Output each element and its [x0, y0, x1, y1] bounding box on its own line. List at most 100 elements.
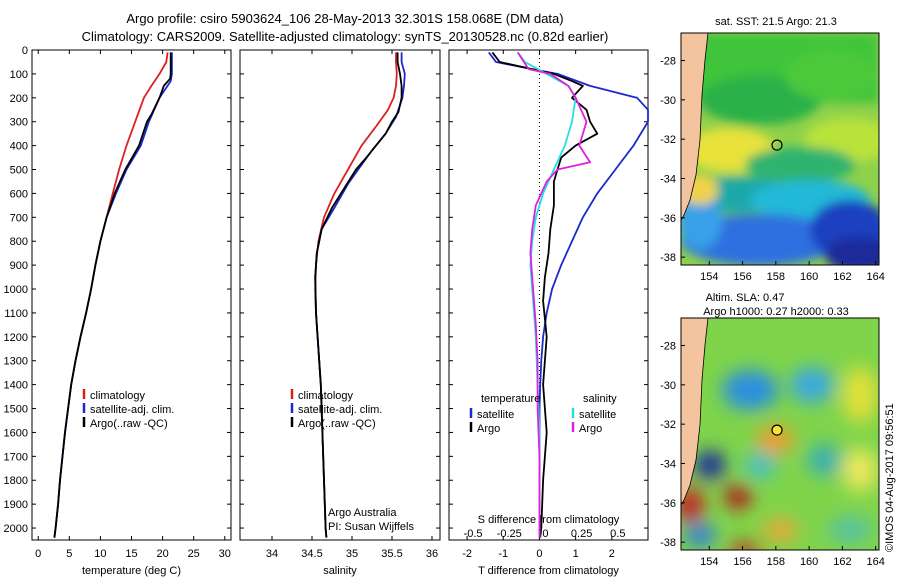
y-tick-label: 1500	[4, 404, 28, 416]
y-tick-label: 1600	[4, 427, 28, 439]
map-x-tick-label: 154	[700, 271, 718, 283]
map-y-tick-label: -36	[660, 213, 676, 225]
series-line	[488, 51, 649, 538]
map-y-tick-label: -34	[660, 173, 676, 185]
x-tick-label: 36	[426, 548, 438, 560]
x-tick-label: -1	[498, 548, 508, 560]
s-tick-label: -0.25	[497, 528, 522, 540]
map-x-tick-label: 162	[833, 556, 851, 568]
legend-label: Argo	[477, 423, 500, 435]
series-line	[516, 51, 591, 538]
y-tick-label: 800	[10, 236, 28, 248]
figure-title-line2: Climatology: CARS2009. Satellite-adjuste…	[82, 29, 609, 44]
map-y-tick-label: -36	[660, 498, 676, 510]
difference-profile-panel: -2 -1 0 1 2 -0.5 -0.25 0 0.25 0.5 S difference fro…	[448, 49, 649, 577]
sla-field	[681, 367, 878, 550]
legend-label: satellite-adj. clim.	[298, 404, 382, 416]
legend-label: satellite-adj. clim.	[90, 404, 174, 416]
x-tick-label: 35.5	[381, 548, 402, 560]
series-line	[53, 52, 172, 538]
x-tick-label: 35	[346, 548, 358, 560]
imos-credit: ©IMOS 04-Aug-2017 09:56:51	[884, 403, 896, 552]
sst-map-frame	[680, 32, 880, 266]
y-tick-label: 1000	[4, 284, 28, 296]
s-tick-label: 0	[542, 528, 548, 540]
map-x-tick-label: 164	[866, 271, 884, 283]
y-tick-label: 600	[10, 188, 28, 200]
x-tick-label: 15	[125, 548, 137, 560]
map-y-tick-label: -32	[660, 134, 676, 146]
annotation-text: PI: Susan Wijffels	[328, 521, 414, 533]
map-x-tick-label: 156	[733, 556, 751, 568]
map-x-tick-label: 164	[866, 556, 884, 568]
y-tick-label: 0	[22, 45, 28, 57]
x-axis-label: temperature (deg C)	[82, 565, 181, 577]
map-y-tick-label: -38	[660, 537, 676, 549]
y-tick-label: 1200	[4, 332, 28, 344]
legend-label: climatology	[298, 390, 354, 402]
x-tick-label: 34.5	[301, 548, 322, 560]
map-y-tick-label: -38	[660, 252, 676, 264]
legend-title: salinity	[583, 393, 617, 405]
y-tick-label: 1800	[4, 475, 28, 487]
legend-label: climatology	[90, 390, 146, 402]
y-tick-label: 2000	[4, 523, 28, 535]
salinity-profile-panel: 34 34.5 35 35.5 36 salinity climatology satelli…	[239, 49, 441, 577]
sla-map-frame	[680, 317, 880, 551]
series-line	[491, 51, 599, 538]
sst-map-title: sat. SST: 21.5 Argo: 21.3	[715, 16, 837, 28]
sla-map-title-line2: Argo h1000: 0.27 h2000: 0.33	[703, 306, 849, 318]
sla-argo-position-marker	[771, 424, 783, 436]
x-tick-label: 30	[219, 548, 231, 560]
sla-map-title-line1: Altim. SLA: 0.47	[706, 292, 785, 304]
x-axis-label: T difference from climatology	[478, 565, 619, 577]
legend-label: Argo	[579, 423, 602, 435]
y-tick-label: 700	[10, 212, 28, 224]
legend-label: satellite	[477, 409, 514, 421]
sst-argo-position-marker	[771, 139, 783, 151]
x-tick-label: 20	[156, 548, 168, 560]
x-tick-label: 10	[94, 548, 106, 560]
y-tick-label: 100	[10, 69, 28, 81]
legend-label: Argo(..raw -QC)	[90, 418, 168, 430]
y-tick-label: 900	[10, 260, 28, 272]
sla-map: 154 156 158 160 162 164 -28 -30 -32 -34 -36 -38	[660, 317, 885, 568]
map-y-tick-label: -30	[660, 380, 676, 392]
map-y-tick-label: -28	[660, 56, 676, 68]
map-y-tick-label: -34	[660, 458, 676, 470]
series-line	[314, 52, 403, 538]
y-tick-label: 200	[10, 93, 28, 105]
legend-label: satellite	[579, 409, 616, 421]
legend-title: temperature	[481, 393, 540, 405]
sst-field	[681, 33, 879, 265]
map-x-tick-label: 162	[833, 271, 851, 283]
x-axis-label: salinity	[323, 565, 357, 577]
x-tick-label: 0	[35, 548, 41, 560]
x-tick-label: -2	[462, 548, 472, 560]
x-tick-label: 2	[609, 548, 615, 560]
map-y-tick-label: -28	[660, 341, 676, 353]
map-y-tick-label: -30	[660, 95, 676, 107]
x-tick-label: 1	[573, 548, 579, 560]
y-tick-label: 1100	[4, 308, 28, 320]
y-tick-label: 1900	[4, 499, 28, 511]
sst-map: 154 156 158 160 162 164 -28 -30 -32 -34 -36 -38	[660, 32, 885, 283]
s-tick-label: -0.5	[464, 528, 483, 540]
s-tick-label: 0.5	[610, 528, 625, 540]
y-tick-label: 1700	[4, 451, 28, 463]
map-y-tick-label: -32	[660, 419, 676, 431]
map-x-tick-label: 160	[800, 271, 818, 283]
y-tick-label: 1300	[4, 356, 28, 368]
y-tick-label: 300	[10, 117, 28, 129]
plot-frame	[448, 49, 649, 541]
map-x-tick-label: 160	[800, 556, 818, 568]
x-tick-label: 5	[66, 548, 72, 560]
y-tick-label: 1400	[4, 380, 28, 392]
map-x-tick-label: 154	[700, 556, 718, 568]
y-tick-label: 500	[10, 165, 28, 177]
x-tick-label: 34	[266, 548, 278, 560]
map-x-tick-label: 156	[733, 271, 751, 283]
s-axis-label: S difference from climatology	[478, 514, 620, 526]
y-tick-label: 400	[10, 141, 28, 153]
